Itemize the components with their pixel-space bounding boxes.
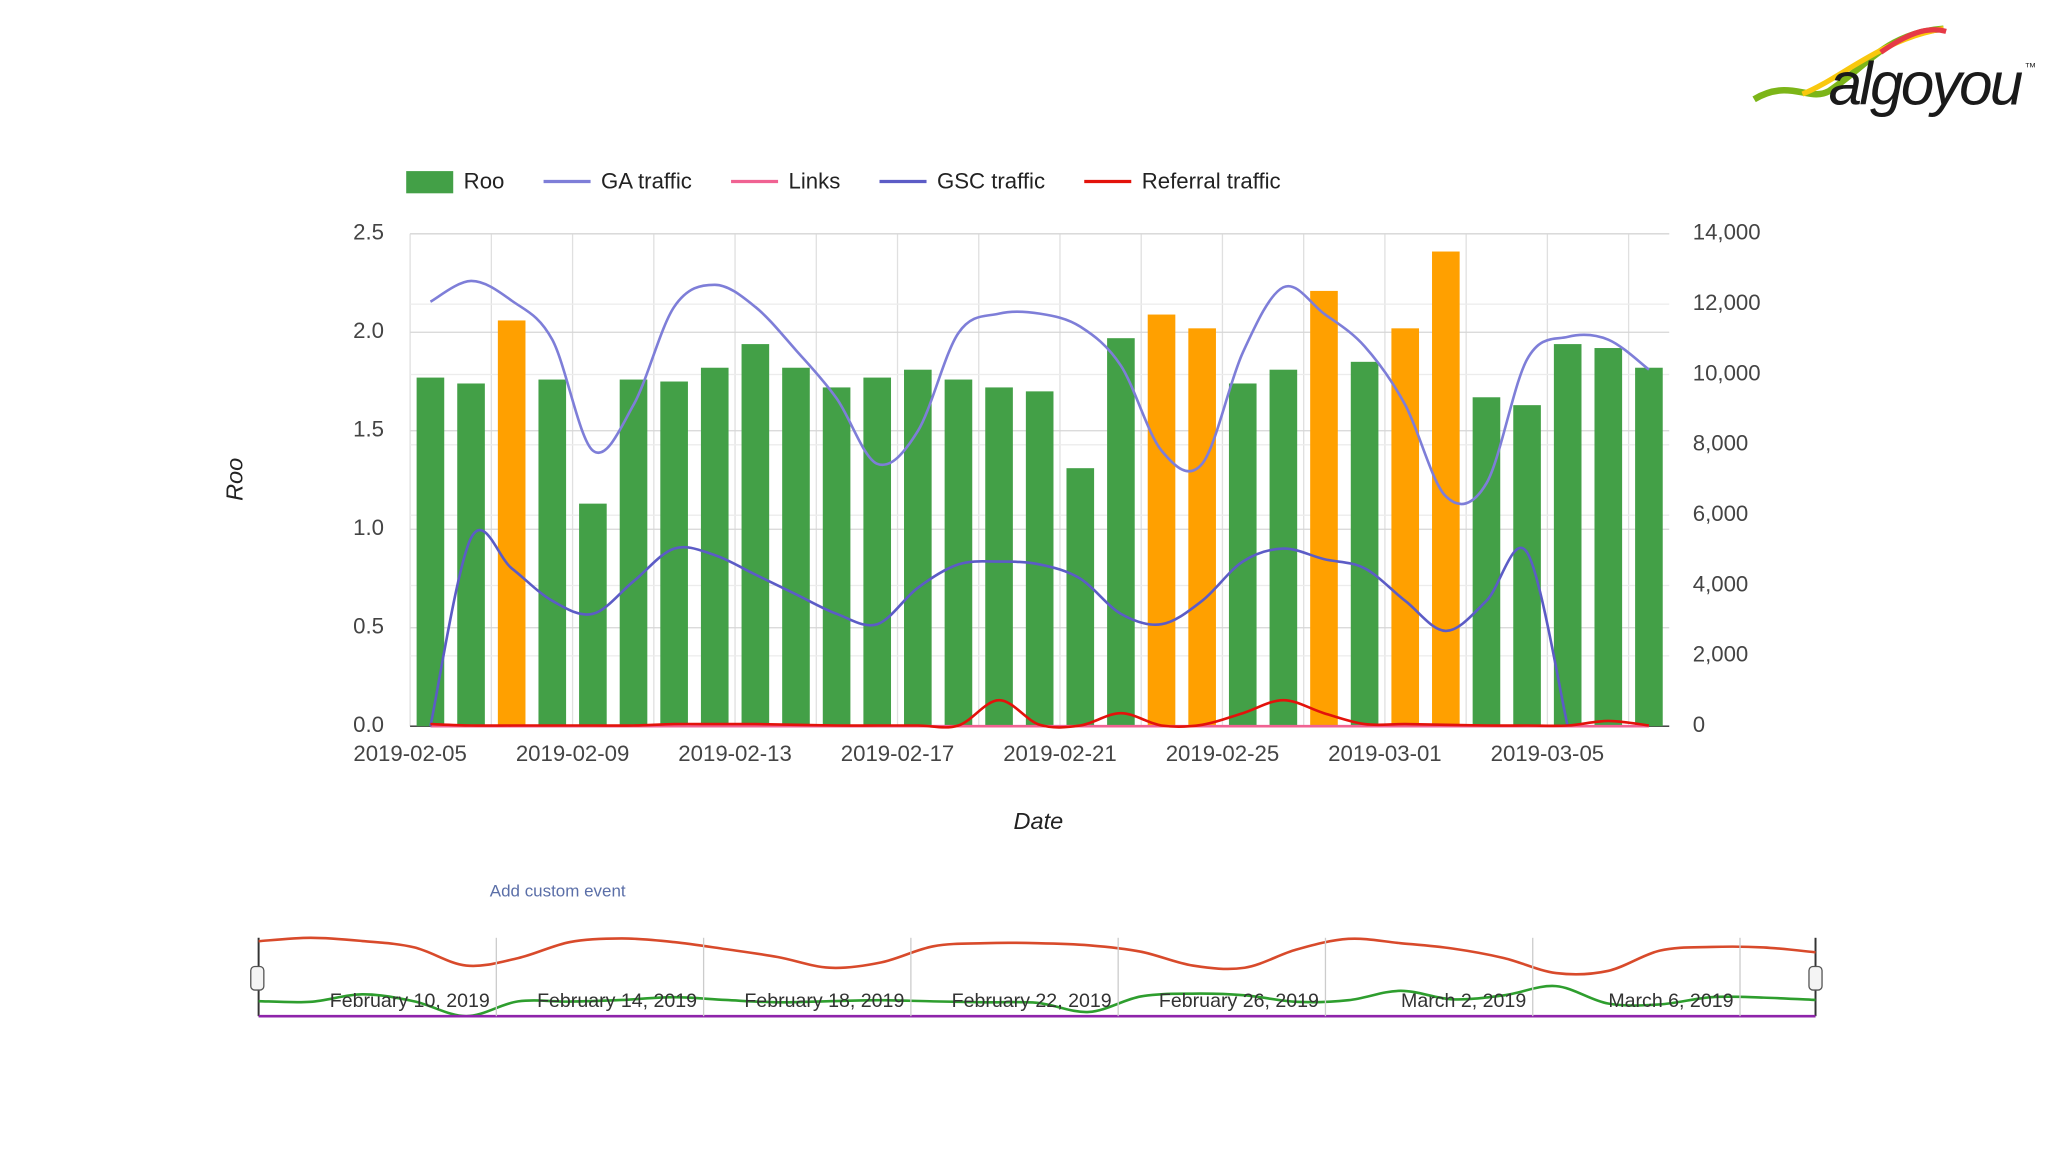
bar bbox=[863, 377, 892, 727]
line bbox=[429, 528, 1569, 727]
y2-tick-label: 0 bbox=[1693, 712, 1705, 737]
bar bbox=[822, 387, 851, 727]
bar bbox=[497, 320, 526, 727]
x-axis-title: Date bbox=[1014, 808, 1064, 834]
bar bbox=[741, 344, 770, 727]
legend-label: GA traffic bbox=[601, 169, 692, 194]
legend-swatch bbox=[406, 171, 454, 194]
navigator-label: March 2, 2019 bbox=[1401, 990, 1526, 1012]
legend-label: GSC traffic bbox=[937, 169, 1045, 194]
y-tick-label: 1.0 bbox=[353, 515, 384, 540]
y2-tick-label: 12,000 bbox=[1693, 290, 1761, 315]
y-tick-label: 0.5 bbox=[353, 614, 384, 639]
navigator-label: February 18, 2019 bbox=[744, 990, 904, 1012]
y-tick-label: 1.5 bbox=[353, 417, 384, 442]
bar bbox=[1391, 328, 1420, 727]
bar bbox=[619, 379, 648, 727]
y2-tick-label: 4,000 bbox=[1693, 571, 1749, 596]
bar bbox=[1594, 348, 1623, 727]
legend-label: Referral traffic bbox=[1142, 169, 1281, 194]
x-tick-label: 2019-02-05 bbox=[353, 741, 467, 766]
x-tick-label: 2019-02-25 bbox=[1166, 741, 1280, 766]
y2-tick-label: 8,000 bbox=[1693, 431, 1749, 456]
logo-swoosh bbox=[1879, 27, 1947, 55]
navigator-line bbox=[258, 936, 1816, 976]
x-tick-label: 2019-03-05 bbox=[1491, 741, 1605, 766]
navigator-handle[interactable] bbox=[1808, 965, 1823, 991]
bar bbox=[1228, 383, 1257, 727]
bar bbox=[1350, 361, 1379, 727]
y-tick-label: 0.0 bbox=[353, 712, 384, 737]
y2-tick-label: 2,000 bbox=[1693, 642, 1749, 667]
navigator-handle[interactable] bbox=[250, 965, 265, 991]
bar bbox=[1513, 405, 1541, 727]
bar bbox=[1553, 344, 1582, 727]
line bbox=[429, 279, 1650, 506]
bar bbox=[1432, 251, 1460, 727]
bar bbox=[1147, 314, 1176, 727]
y-tick-label: 2.5 bbox=[353, 220, 384, 245]
bar bbox=[904, 369, 932, 727]
navigator-label: February 10, 2019 bbox=[330, 990, 490, 1012]
navigator-label: February 22, 2019 bbox=[952, 990, 1112, 1012]
x-tick-label: 2019-02-13 bbox=[678, 741, 792, 766]
y2-tick-label: 6,000 bbox=[1693, 501, 1749, 526]
bar bbox=[782, 367, 810, 727]
bar bbox=[944, 379, 973, 727]
navigator-line bbox=[258, 984, 1816, 1018]
bar bbox=[1107, 338, 1135, 727]
bar bbox=[1025, 391, 1054, 727]
navigator-frame bbox=[250, 937, 1823, 1017]
bar bbox=[1188, 328, 1216, 727]
y-axis-title: Roo bbox=[222, 458, 248, 501]
y-tick-label: 2.0 bbox=[353, 318, 384, 343]
logo-text: algoyou bbox=[1829, 51, 2023, 118]
navigator-label: February 14, 2019 bbox=[537, 990, 697, 1012]
x-tick-label: 2019-02-17 bbox=[841, 741, 955, 766]
bar bbox=[1472, 397, 1501, 727]
x-tick-label: 2019-02-21 bbox=[1003, 741, 1117, 766]
navigator-label: February 26, 2019 bbox=[1159, 990, 1319, 1012]
x-tick-label: 2019-02-09 bbox=[516, 741, 630, 766]
bar bbox=[457, 383, 485, 727]
logo: algoyou ™ bbox=[1752, 25, 2036, 118]
legend-label: Roo bbox=[464, 169, 505, 194]
bar bbox=[700, 367, 729, 727]
navigator-label: March 6, 2019 bbox=[1608, 990, 1733, 1012]
bar bbox=[538, 379, 567, 727]
bar bbox=[1310, 290, 1338, 727]
bar bbox=[1066, 468, 1095, 727]
y2-tick-label: 10,000 bbox=[1693, 360, 1761, 385]
bar bbox=[985, 387, 1013, 727]
custom-event-link[interactable]: Add custom event bbox=[490, 882, 626, 901]
bar bbox=[416, 377, 445, 727]
bar bbox=[1635, 367, 1663, 727]
logo-tm: ™ bbox=[2024, 61, 2036, 74]
line bbox=[430, 698, 1650, 729]
y2-tick-label: 14,000 bbox=[1693, 220, 1761, 245]
x-tick-label: 2019-03-01 bbox=[1328, 741, 1441, 766]
legend-label: Links bbox=[789, 169, 841, 194]
